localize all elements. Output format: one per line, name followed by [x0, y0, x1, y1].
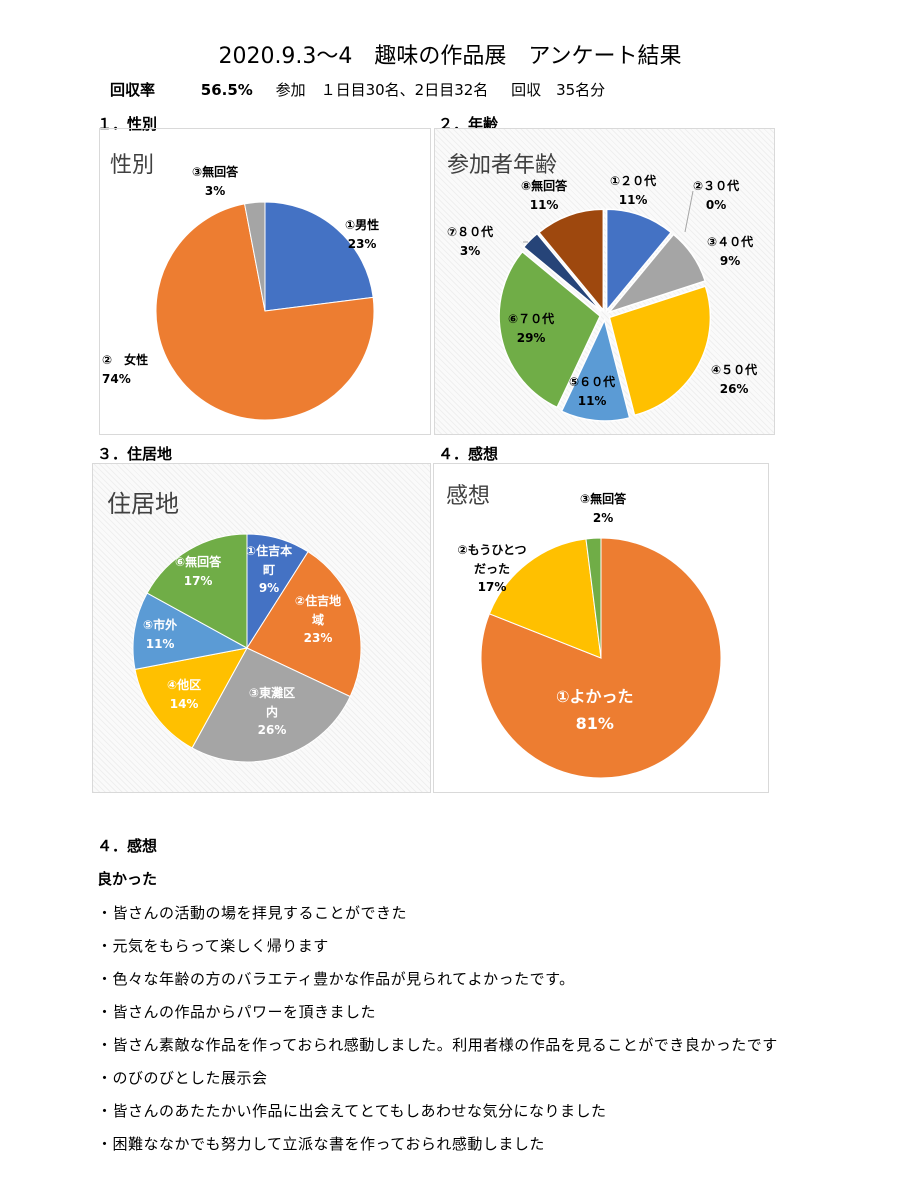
age-slice-1 [605, 208, 673, 313]
comment-item: ・皆さんのあたたかい作品に出会えてとてもしあわせな気分になりました [97, 1102, 607, 1120]
collected-text: 回収 35名分 [511, 81, 606, 99]
age-label-60s: ⑤６０代 11% [569, 375, 616, 408]
summary-line: 回収率 56.5% 参加 １日目30名、2日目32名 回収 35名分 [110, 79, 605, 100]
chart-residence-panel: 住居地 ①住吉本町 9% ②住吉地域 23% ③東灘区内 26% ④他区 14% ⑤市外… [92, 463, 431, 793]
age-slice-3 [606, 233, 707, 314]
residence-label-sumiyoshi-area: ②住吉地域 23% [294, 594, 342, 646]
residence-label-higashinada: ③東灘区内 26% [248, 686, 296, 738]
chart-age-panel: 参加者年齢 ①２０代 11% ②３０代 0% ③４０代 9% ④５０代 26% ⑤６０代… [434, 128, 775, 435]
residence-slice-2 [246, 551, 362, 698]
residence-label-no-answer: ⑥無回答 17% [175, 555, 222, 588]
age-label-no-answer: ⑧無回答 11% [521, 179, 568, 212]
comment-item: ・元気をもらって楽しく帰ります [97, 937, 329, 955]
residence-slice-4 [134, 647, 248, 749]
comments-section-title: ４．感想 [97, 837, 158, 855]
age-label-70s: ⑥７０代 29% [508, 312, 555, 345]
section-impression-heading: ４．感想 [438, 445, 499, 463]
impression-slice-2 [488, 538, 602, 659]
chart-residence-pie [132, 533, 362, 763]
gender-label-no-answer: ③無回答 3% [192, 165, 239, 198]
impression-slice-3 [585, 537, 602, 659]
age-slice-7 [522, 232, 603, 313]
chart-age-pie [498, 190, 712, 422]
gender-label-female: ② 女性 74% [102, 353, 149, 386]
chart-impression-panel: 感想 ③無回答 2% ②もうひとつだった 17% ①よかった 81% [433, 463, 769, 793]
age-leader-line-1 [684, 190, 694, 233]
participation-text: 参加 １日目30名、2日目32名 [275, 81, 489, 99]
age-slice-4 [608, 285, 712, 417]
comment-item: ・のびのびとした展示会 [97, 1069, 268, 1087]
residence-label-sumiyoshi-honmachi: ①住吉本町 9% [245, 544, 293, 596]
residence-slice-6 [146, 533, 248, 649]
gender-slice-1 [264, 201, 374, 312]
residence-slice-5 [132, 592, 249, 670]
comments-list: ・皆さんの活動の場を拝見することができた ・元気をもらって楽しく帰ります ・色々… [97, 897, 817, 1161]
page-title: 2020.9.3～4 趣味の作品展 アンケート結果 [218, 44, 682, 69]
section-residence-heading: ３．住居地 [97, 445, 173, 463]
impression-label-good: ①よかった 81% [556, 687, 634, 734]
chart-gender-title: 性別 [110, 153, 155, 178]
comment-item: ・皆さんの活動の場を拝見することができた [97, 904, 408, 922]
age-label-30s: ②３０代 0% [693, 179, 740, 212]
age-label-50s: ④５０代 26% [711, 363, 758, 396]
chart-residence-title: 住居地 [107, 490, 179, 518]
chart-impression-pie [480, 537, 722, 779]
comment-item: ・皆さん素敵な作品を作っておられ感動しました。利用者様の作品を見ることができ良か… [97, 1036, 778, 1054]
chart-gender-panel: 性別 ③無回答 3% ①男性 23% ② 女性 74% [99, 128, 431, 435]
impression-slice-1 [480, 537, 722, 779]
collection-rate-value: 56.5% [200, 81, 253, 99]
gender-slice-2 [155, 203, 375, 421]
impression-label-so-so: ②もうひとつだった 17% [457, 543, 527, 595]
gender-label-male: ①男性 23% [345, 218, 380, 251]
comment-item: ・皆さんの作品からパワーを頂きました [97, 1003, 377, 1021]
comment-item: ・困難ななかでも努力して立派な書を作っておられ感動しました [97, 1135, 545, 1153]
impression-label-no-answer: ③無回答 2% [580, 492, 627, 525]
chart-gender-pie [155, 201, 375, 421]
comments-section: ４．感想 良かった ・皆さんの活動の場を拝見することができた ・元気をもらって楽… [97, 835, 817, 1161]
age-label-40s: ③４０代 9% [707, 235, 754, 268]
age-label-80s: ⑦８０代 3% [447, 225, 494, 258]
comments-heading: 良かった [97, 870, 158, 888]
age-slice-8 [537, 208, 605, 313]
comment-item: ・色々な年齢の方のバラエティ豊かな作品が見られてよかったです。 [97, 970, 575, 988]
residence-label-other-ward: ④他区 14% [167, 678, 202, 711]
collection-rate-label: 回収率 [110, 81, 156, 99]
age-slice-6 [498, 250, 602, 409]
chart-impression-title: 感想 [446, 484, 491, 509]
age-label-20s: ①２０代 11% [610, 174, 657, 207]
residence-label-outside-city: ⑤市外 11% [143, 618, 178, 651]
gender-slice-3 [243, 201, 266, 312]
age-slice-5 [560, 317, 631, 422]
chart-age-title: 参加者年齢 [447, 153, 558, 178]
